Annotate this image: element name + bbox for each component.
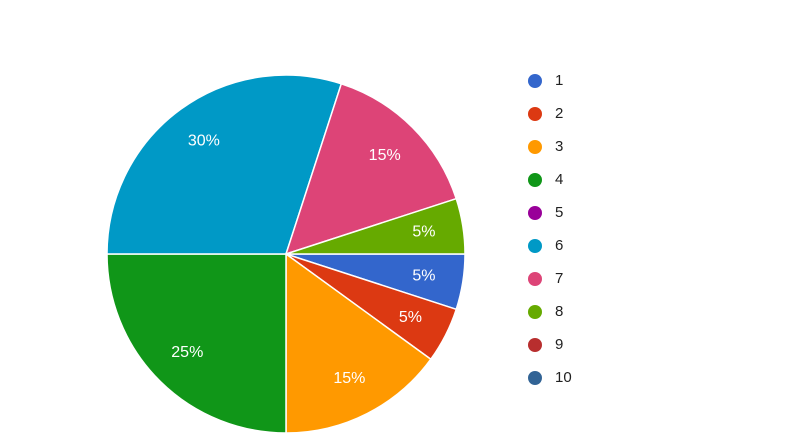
legend-item-10: 10	[528, 361, 572, 394]
legend-item-5: 5	[528, 196, 572, 229]
legend-label: 9	[555, 336, 564, 353]
legend-item-4: 4	[528, 163, 572, 196]
pie-slice-7[interactable]	[285, 83, 457, 255]
pie-slice-label-8: 5%	[412, 224, 435, 241]
legend-label: 2	[555, 105, 564, 122]
legend-label: 5	[555, 204, 564, 221]
legend-item-3: 3	[528, 130, 572, 163]
legend-item-7: 7	[528, 262, 572, 295]
legend-color-dot-icon	[528, 238, 542, 253]
pie-slice-4[interactable]	[106, 253, 287, 434]
pie-slice-label-1: 5%	[412, 267, 435, 284]
legend-color-dot-icon	[528, 106, 542, 121]
legend-label: 7	[555, 270, 564, 287]
legend-item-6: 6	[528, 229, 572, 262]
legend-label: 4	[555, 171, 564, 188]
legend-item-2: 2	[528, 97, 572, 130]
legend-color-dot-icon	[528, 337, 542, 352]
legend-color-dot-icon	[528, 73, 542, 88]
pie-slice-3[interactable]	[285, 253, 432, 434]
pie-slice-label-4: 25%	[171, 344, 203, 361]
legend-label: 8	[555, 303, 564, 320]
legend-color-dot-icon	[528, 271, 542, 286]
legend-color-dot-icon	[528, 172, 542, 187]
pie-slice-label-3: 15%	[333, 370, 365, 387]
legend-item-8: 8	[528, 295, 572, 328]
pie-slice-6[interactable]	[106, 74, 343, 255]
legend-color-dot-icon	[528, 370, 542, 385]
legend-label: 6	[555, 237, 564, 254]
legend: 1 2 3 4 5 6 7 8 9 10	[528, 64, 572, 394]
legend-color-dot-icon	[528, 139, 542, 154]
legend-label: 3	[555, 138, 564, 155]
legend-color-dot-icon	[528, 205, 542, 220]
pie-slice-label-6: 30%	[188, 133, 220, 150]
pie-slice-label-7: 15%	[369, 147, 401, 164]
legend-color-dot-icon	[528, 304, 542, 319]
legend-item-9: 9	[528, 328, 572, 361]
legend-label: 10	[555, 369, 572, 386]
legend-item-1: 1	[528, 64, 572, 97]
pie-slice-8[interactable]	[285, 197, 466, 255]
pie-slice-label-2: 5%	[399, 309, 422, 326]
legend-label: 1	[555, 72, 564, 89]
